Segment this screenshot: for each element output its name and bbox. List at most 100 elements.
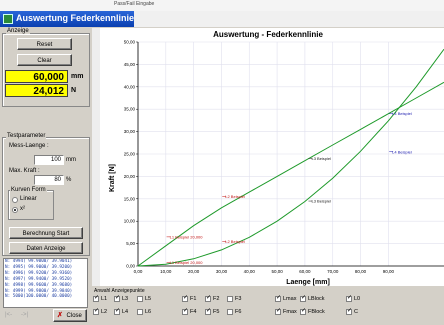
checkbox-fmax[interactable]: Fmax: [275, 307, 297, 316]
checkbox-f1[interactable]: F1: [182, 294, 197, 303]
log-line: N: 4998( 99.9600/ 39.9680): [5, 282, 73, 288]
app-icon: [3, 14, 13, 24]
log-line: N: 4997( 99.9400/ 39.9520): [5, 276, 73, 282]
checkbox-box[interactable]: [93, 307, 99, 315]
checkbox-label: F1: [190, 296, 197, 302]
checkbox-box[interactable]: [137, 296, 143, 302]
checkbox-f3[interactable]: F3: [227, 296, 241, 303]
force-unit: N: [71, 87, 77, 94]
y-axis-label: Kraft [N]: [109, 164, 116, 192]
anzeigepunkte-label: Anwahl Anzeigepunkte: [94, 288, 145, 294]
y-tick-label: 20,00: [124, 174, 136, 179]
checkbox-label: L1: [101, 296, 108, 302]
mess-laenge-input[interactable]: 100: [34, 155, 64, 165]
title-bar-background: [134, 11, 444, 27]
checkbox-label: L6: [145, 309, 152, 315]
checkbox-lblock[interactable]: LBlock: [300, 294, 325, 303]
checkbox-box[interactable]: [182, 294, 188, 302]
anzeige-group-label: Anzeige: [6, 28, 30, 34]
log-line: N: 4994( 99.9000/ 39.9041): [5, 259, 73, 264]
checkbox-label: FBlock: [308, 309, 325, 315]
force-display: 24,012: [5, 84, 68, 97]
anzeigepunkte-panel: [92, 287, 444, 325]
checkbox-fblock[interactable]: FBlock: [300, 307, 325, 316]
checkbox-box[interactable]: [346, 294, 352, 302]
max-kraft-input[interactable]: 80: [34, 175, 64, 185]
checkbox-f5[interactable]: F5: [205, 307, 220, 316]
radio-x2[interactable]: [12, 207, 18, 213]
checkbox-box[interactable]: [300, 294, 306, 302]
reset-button[interactable]: Reset: [17, 38, 72, 50]
checkbox-box[interactable]: [227, 309, 233, 315]
checkbox-label: F2: [213, 296, 220, 302]
checkbox-f2[interactable]: F2: [205, 294, 220, 303]
daten-anzeige-button[interactable]: Daten Anzeige: [9, 242, 83, 254]
checkbox-box[interactable]: [137, 309, 143, 315]
next-nav-button[interactable]: ->|: [21, 312, 29, 318]
checkbox-box[interactable]: [275, 294, 281, 302]
checkbox-label: L4: [122, 309, 129, 315]
annotation-label: L4 Beispiel: [392, 111, 412, 116]
checkbox-l0[interactable]: L0: [346, 294, 360, 303]
checkbox-box[interactable]: [114, 294, 120, 302]
annotation-label: L4 Beispiel: [392, 149, 412, 154]
checkbox-l5[interactable]: L5: [137, 296, 151, 303]
mess-laenge-label: Mess-Laenge :: [9, 143, 49, 149]
checkbox-c[interactable]: C: [346, 307, 358, 316]
checkbox-label: L2: [101, 309, 108, 315]
x-tick-label: 10,00: [160, 269, 172, 274]
data-log-list[interactable]: N: 4994( 99.9000/ 39.9041) N: 4995( 99.9…: [3, 258, 88, 308]
checkbox-label: Fmax: [283, 309, 297, 315]
checkbox-label: F5: [213, 309, 220, 315]
checkbox-label: F6: [235, 309, 242, 315]
checkbox-l1[interactable]: L1: [93, 294, 108, 303]
x-axis-label: Laenge [mm]: [286, 279, 330, 286]
chart-left-strip: [92, 28, 100, 286]
x-tick-label: 60,00: [299, 269, 311, 274]
checkbox-l4[interactable]: L4: [114, 307, 129, 316]
berechnung-start-button[interactable]: Berechnung Start: [9, 227, 83, 239]
window-title-bar[interactable]: Auswertung Federkennlinien: [0, 11, 140, 27]
close-label: Close: [66, 313, 82, 319]
mess-laenge-unit: mm: [66, 157, 76, 163]
prev-nav-button[interactable]: |<-: [5, 312, 13, 318]
checkbox-box[interactable]: [300, 307, 306, 315]
checkbox-box[interactable]: [205, 307, 211, 315]
checkbox-f6[interactable]: F6: [227, 309, 241, 316]
radio-x2-label: x²: [20, 206, 25, 212]
annotation-label: L3 Beispiel: [311, 156, 331, 161]
checkbox-label: LBlock: [308, 296, 325, 302]
checkbox-label: L5: [145, 296, 152, 302]
annotation-label: L2 Beispiel: [225, 239, 245, 244]
length-unit: mm: [71, 73, 84, 80]
log-line: N: 4996( 99.9200/ 39.9360): [5, 270, 73, 276]
checkbox-f4[interactable]: F4: [182, 307, 196, 316]
y-tick-label: 15,00: [124, 196, 136, 201]
series-line-2: [137, 48, 444, 267]
checkbox-l6[interactable]: L6: [137, 309, 151, 316]
checkbox-box[interactable]: [114, 307, 120, 315]
checkbox-l3[interactable]: L3: [114, 294, 128, 303]
radio-linear[interactable]: [12, 197, 18, 203]
checkbox-box[interactable]: [182, 307, 188, 315]
x-tick-label: 0,00: [134, 269, 143, 274]
checkbox-l2[interactable]: L2: [93, 307, 108, 316]
x-tick-label: 90,00: [383, 269, 395, 274]
annotation-label: L1 Beispiel 20,000: [170, 260, 204, 265]
chart-svg: 0,00 10,00 20,00 30,00 40,00 50,00 60,00 70,00 8…: [109, 40, 444, 286]
close-button[interactable]: ✗ Close: [53, 309, 87, 322]
checkbox-box[interactable]: [227, 296, 233, 302]
checkbox-box[interactable]: [93, 294, 99, 302]
chart-frame: [92, 28, 444, 286]
checkbox-box[interactable]: [275, 307, 281, 315]
max-kraft-label: Max. Kraft :: [9, 168, 40, 174]
checkbox-lmax[interactable]: Lmax: [275, 294, 296, 303]
annotation-label: L2 Beispiel: [225, 194, 245, 199]
window-title: Auswertung Federkennlinien: [16, 13, 140, 23]
kurven-form-label: Kurven Form: [10, 187, 47, 193]
checkbox-box[interactable]: [205, 294, 211, 302]
checkbox-box[interactable]: [346, 307, 352, 315]
length-display: 60,000: [5, 70, 68, 83]
clear-button[interactable]: Clear: [17, 54, 72, 66]
checkbox-label: F3: [235, 296, 242, 302]
